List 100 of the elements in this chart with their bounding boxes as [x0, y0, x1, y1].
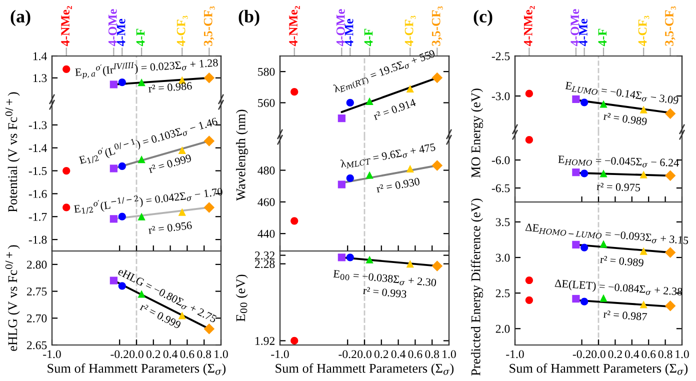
x-axis-title: Sum of Hammett Parameters (Σ$_{σ}$)	[48, 363, 226, 376]
point	[406, 164, 414, 172]
point	[62, 166, 70, 175]
y-tick-label: 2.32	[255, 252, 274, 260]
y-tick-label: 1.3	[33, 74, 47, 82]
annotation: r² = 0.975	[596, 182, 640, 192]
y-tick-label: 560	[258, 98, 275, 107]
point	[110, 276, 118, 284]
y-tick-label: 2.5	[496, 289, 510, 298]
x-tick-label: 0.4	[391, 350, 406, 358]
point	[640, 106, 648, 114]
y-tick-label: -1.5	[28, 167, 47, 176]
x-tick-label: 0.2	[374, 350, 388, 358]
x-tick-label: -0.2	[572, 350, 590, 358]
annotation: E$_{HOMO}$ = −0.045Σ$_{σ}$ − 6.24	[558, 156, 680, 168]
point	[525, 276, 533, 284]
y-tick-label: 1.4	[33, 52, 47, 60]
x-tick-label: 1.0	[676, 350, 689, 358]
annotation: r² = 0.956	[148, 221, 192, 234]
point	[572, 294, 580, 303]
text: 3,5-CF₃	[204, 6, 215, 46]
point	[366, 171, 374, 179]
y-axis-title: E$_{00}$ (eV)	[236, 274, 248, 322]
point	[600, 294, 608, 302]
point	[664, 170, 676, 182]
point	[62, 65, 70, 73]
point	[640, 300, 648, 308]
y-tick-label: 2.80	[27, 260, 47, 269]
point	[572, 168, 580, 176]
y-tick-label: 3.0	[496, 254, 510, 262]
text: 4-CF₃	[638, 16, 650, 46]
y-tick-label: 2.28	[255, 260, 275, 268]
x-tick-label: -1.0	[43, 350, 61, 358]
point	[406, 260, 414, 268]
y-axis-title: eHLG (V vs Fc$^{0/+}$)	[5, 245, 20, 351]
y-tick-label: 1.92	[256, 337, 274, 345]
annotation: E$_{LUMO}$ = −0.14Σ$_{σ}$ − 3.09	[565, 82, 679, 106]
x-tick-label: -0.2	[110, 350, 128, 358]
point	[432, 160, 443, 171]
x-tick-label: 0.0	[592, 350, 606, 358]
x-tick-label: 0.0	[130, 350, 144, 358]
text: 4-CF₃	[176, 16, 188, 46]
text: 4-OMe	[108, 9, 117, 46]
annotation: r² = 0.993	[362, 286, 407, 298]
annotation: ΔE(LET) = −0.084Σ$_{σ}$ + 2.38	[554, 279, 682, 298]
text: 4-CF₃	[404, 16, 416, 46]
text: 4-F	[364, 28, 373, 46]
point	[664, 247, 676, 258]
y-tick-label: -1.3	[28, 121, 47, 130]
point	[138, 78, 146, 86]
text: 4-Me	[579, 18, 588, 46]
y-tick-label: -1.8	[28, 236, 47, 244]
x-tick-label: 1.0	[214, 350, 228, 358]
point	[572, 240, 580, 248]
x-axis-title: Sum of Hammett Parameters (Σ$_{σ}$)	[510, 363, 688, 376]
chart-title: (c)	[474, 10, 492, 26]
annotation: r² = 0.987	[603, 310, 648, 321]
text: 4-F	[136, 28, 145, 46]
point	[600, 240, 608, 248]
point	[178, 208, 186, 216]
point	[204, 324, 215, 334]
text: 3,5-CF₃	[432, 6, 443, 46]
point	[580, 98, 588, 106]
point	[290, 88, 298, 96]
y-tick-label: 2.65	[27, 341, 47, 350]
y-tick-label: 2.70	[27, 314, 47, 322]
annotation: r² = 0.989	[603, 112, 648, 126]
point	[346, 254, 354, 262]
x-tick-label: 0.8	[197, 350, 212, 358]
point	[204, 202, 215, 213]
x-tick-label: 1.0	[442, 350, 456, 358]
point	[110, 164, 118, 172]
point	[664, 108, 676, 119]
point	[204, 136, 215, 146]
y-tick-label: -1.4	[28, 144, 47, 152]
y-tick-label: 580	[258, 68, 275, 76]
point	[346, 174, 354, 182]
point	[580, 244, 588, 252]
point	[338, 114, 346, 122]
point	[118, 162, 126, 170]
point	[640, 170, 648, 178]
y-tick-label: 2.75	[27, 288, 47, 296]
annotation: E$_{p,a}$$^{o′}$(Ir$^{IV/III}$) = 0.023Σ$_{σ}$ + 1.28	[74, 56, 218, 80]
point	[664, 300, 676, 312]
y-tick-label: -3.0	[492, 92, 510, 100]
annotation: ΔE$_{HOMO−LUMO}$ = −0.093Σ$_{σ}$ + 3.15	[525, 223, 688, 246]
point	[366, 256, 374, 264]
point	[204, 72, 215, 84]
point	[138, 156, 146, 164]
annotation: r² = 0.986	[148, 82, 192, 93]
y-axis-title: MO Energy (eV)	[470, 88, 483, 178]
x-tick-label: 0.2	[146, 350, 160, 358]
y-tick-label: 2.0	[496, 324, 510, 333]
point	[178, 146, 186, 154]
x-tick-label: 0.4	[163, 350, 178, 358]
point	[338, 180, 346, 188]
text: 4-OMe	[570, 9, 580, 46]
chart-title: (b)	[238, 10, 260, 26]
y-tick-label: 480	[258, 166, 275, 174]
point	[525, 90, 533, 98]
